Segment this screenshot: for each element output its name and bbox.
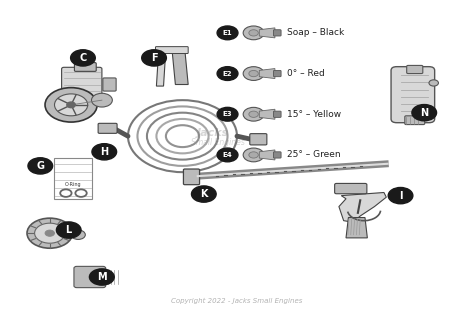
Circle shape [249, 111, 258, 117]
Text: 25° – Green: 25° – Green [287, 151, 340, 159]
Text: F: F [151, 53, 157, 63]
Circle shape [91, 93, 112, 107]
Circle shape [28, 158, 53, 174]
Text: H: H [100, 147, 109, 157]
Text: E4: E4 [223, 152, 232, 158]
Circle shape [249, 70, 258, 77]
FancyBboxPatch shape [74, 63, 96, 71]
Circle shape [243, 67, 264, 80]
Text: 0° – Red: 0° – Red [287, 69, 325, 78]
Circle shape [191, 186, 216, 202]
Circle shape [71, 230, 85, 239]
Polygon shape [259, 28, 275, 38]
FancyBboxPatch shape [335, 183, 367, 194]
Circle shape [67, 102, 75, 108]
Text: L: L [65, 225, 72, 235]
Text: C: C [79, 53, 87, 63]
Circle shape [27, 218, 73, 248]
FancyBboxPatch shape [391, 67, 435, 123]
Circle shape [55, 94, 88, 116]
Circle shape [35, 223, 65, 243]
FancyBboxPatch shape [273, 30, 281, 36]
Text: M: M [97, 272, 107, 282]
Circle shape [217, 67, 238, 80]
FancyBboxPatch shape [273, 70, 281, 77]
FancyBboxPatch shape [250, 134, 267, 145]
Text: G: G [36, 161, 44, 171]
Circle shape [217, 26, 238, 40]
Circle shape [429, 80, 438, 86]
FancyBboxPatch shape [62, 67, 102, 97]
Text: 15° – Yellow: 15° – Yellow [287, 110, 341, 119]
FancyBboxPatch shape [407, 65, 423, 74]
Polygon shape [156, 49, 166, 86]
Text: Jacks: Jacks [197, 128, 229, 138]
Circle shape [142, 50, 166, 66]
Text: Small Engines: Small Engines [191, 138, 245, 147]
FancyBboxPatch shape [273, 111, 281, 117]
Circle shape [388, 187, 413, 204]
Text: I: I [399, 191, 402, 201]
Circle shape [217, 107, 238, 121]
Circle shape [71, 50, 95, 66]
Text: E1: E1 [223, 30, 232, 36]
Text: Copyright 2022 - Jacks Small Engines: Copyright 2022 - Jacks Small Engines [171, 297, 303, 304]
Circle shape [243, 148, 264, 162]
Circle shape [45, 230, 55, 236]
Circle shape [412, 105, 437, 121]
Circle shape [92, 144, 117, 160]
Circle shape [56, 222, 81, 238]
Polygon shape [259, 69, 275, 79]
Text: N: N [420, 108, 428, 118]
Circle shape [249, 152, 258, 158]
Circle shape [243, 107, 264, 121]
FancyBboxPatch shape [155, 47, 188, 54]
Polygon shape [259, 109, 275, 119]
FancyBboxPatch shape [54, 158, 92, 199]
Polygon shape [339, 192, 386, 222]
Text: E2: E2 [223, 70, 232, 77]
FancyBboxPatch shape [273, 152, 281, 158]
FancyBboxPatch shape [183, 169, 200, 185]
Circle shape [217, 148, 238, 162]
FancyBboxPatch shape [405, 116, 425, 125]
FancyBboxPatch shape [103, 78, 116, 91]
Polygon shape [259, 150, 275, 160]
Text: Soap – Black: Soap – Black [287, 28, 344, 37]
Polygon shape [172, 50, 188, 85]
FancyBboxPatch shape [74, 266, 106, 288]
Text: O-Ring: O-Ring [65, 182, 82, 187]
FancyBboxPatch shape [98, 123, 117, 133]
Circle shape [249, 30, 258, 36]
Circle shape [90, 269, 114, 285]
Circle shape [89, 270, 110, 284]
Text: K: K [200, 189, 208, 199]
Circle shape [45, 88, 97, 122]
Circle shape [243, 26, 264, 40]
Text: E3: E3 [223, 111, 232, 117]
Polygon shape [346, 218, 367, 238]
